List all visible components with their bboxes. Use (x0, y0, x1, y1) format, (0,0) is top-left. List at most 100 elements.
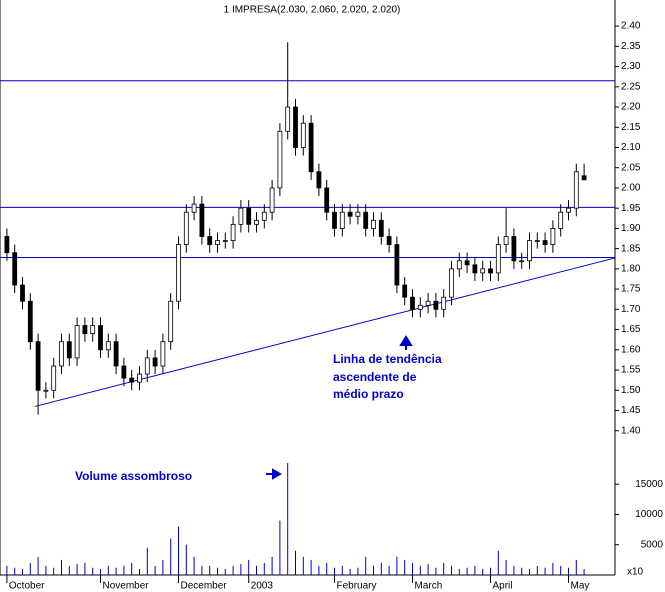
candle-body (488, 268, 493, 274)
y-tick-label: 1.75 (621, 284, 641, 295)
y2-tick-label: 10000 (635, 509, 663, 520)
candle-body (300, 122, 306, 148)
y-tick-label: 1.70 (621, 304, 641, 315)
annotation: ascendente de (333, 370, 417, 384)
candle-body (277, 130, 283, 189)
y-tick-label: 1.90 (621, 223, 641, 234)
candle-body (527, 240, 532, 262)
candle-body (176, 244, 181, 302)
candle-body (339, 211, 345, 229)
candle-body (456, 260, 462, 270)
y-tick-label: 2.25 (621, 81, 641, 92)
candle-body (20, 284, 25, 302)
candle-body (269, 187, 275, 213)
y-tick-label: 1.65 (621, 324, 641, 335)
y-tick-label: 2.40 (621, 21, 641, 32)
candle-body (113, 341, 119, 367)
candle-body (254, 219, 259, 225)
y-tick-label: 2.20 (621, 102, 641, 113)
candle-body (464, 260, 470, 266)
y-tick-label: 2.05 (621, 162, 641, 173)
candle-body (82, 325, 88, 335)
candle-body (332, 211, 337, 229)
y-tick-label: 1.60 (621, 344, 641, 355)
y-tick-label: 1.40 (621, 425, 641, 436)
volume-unit: x10 (627, 567, 644, 578)
y-tick-label: 2.15 (621, 122, 641, 133)
candle-body (519, 260, 525, 263)
y-tick-label: 1.80 (621, 264, 641, 275)
x-tick-label: November (103, 581, 150, 592)
candle-body (402, 284, 408, 298)
x-tick-label: October (9, 581, 45, 592)
y-tick-label: 1.50 (621, 385, 641, 396)
candle-body (386, 236, 392, 245)
y-tick-label: 2.10 (621, 142, 641, 153)
candle-body (542, 240, 548, 245)
x-tick-label: April (493, 581, 513, 592)
candle-body (27, 300, 33, 343)
candle-body (425, 300, 431, 306)
candle-body (144, 357, 150, 375)
x-tick-label: February (337, 581, 377, 592)
candle-body (293, 106, 298, 148)
candle-body (74, 325, 80, 359)
candle-body (441, 296, 447, 310)
chart-title: 1 IMPRESA(2.030, 2.060, 2.020, 2.020) (224, 5, 401, 16)
y-tick-label: 1.45 (621, 405, 641, 416)
arrow-right (266, 468, 283, 480)
candle-body (121, 365, 127, 379)
annotation: Volume assombroso (75, 469, 192, 483)
annotation: médio prazo (333, 387, 404, 401)
candle-body (449, 268, 454, 298)
candle-body (355, 211, 361, 217)
candle-body (59, 341, 64, 367)
y-tick-label: 1.55 (621, 365, 641, 376)
candle-body (324, 187, 330, 213)
candle-body (222, 240, 228, 242)
candle-body (4, 236, 10, 254)
candle-body (308, 122, 314, 173)
candle-body (35, 341, 41, 391)
candle-body (160, 341, 166, 367)
y-tick-label: 2.30 (621, 61, 641, 72)
y-tick-label: 1.95 (621, 203, 641, 214)
candle-body (191, 203, 197, 213)
candle-body (285, 106, 291, 132)
candle-body (433, 300, 439, 310)
y2-tick-label: 15000 (635, 479, 663, 490)
candle-body (261, 211, 267, 221)
candle-body (207, 236, 213, 245)
candle-body (371, 219, 376, 229)
x-tick-label: March (415, 581, 443, 592)
candle-body (43, 389, 49, 392)
candle-body (199, 203, 205, 237)
candle-body (105, 341, 111, 351)
y2-tick-label: 5000 (641, 539, 664, 550)
candle-body (137, 373, 142, 383)
y-tick-label: 1.85 (621, 243, 641, 254)
candle-body (558, 211, 564, 229)
candle-body (66, 341, 72, 359)
candle-body (566, 207, 571, 213)
candle-body (152, 357, 158, 367)
candle-body (550, 228, 556, 245)
candle-body (410, 296, 415, 310)
x-tick-label: December (181, 581, 228, 592)
y-tick-label: 2.00 (621, 183, 641, 194)
candle-body (183, 211, 189, 245)
candle-body (472, 264, 478, 274)
candle-body (12, 252, 18, 286)
candle-body (51, 365, 57, 391)
arrow-up (399, 335, 413, 350)
candle-body (316, 171, 322, 189)
candle-body (573, 171, 579, 209)
candle-body (511, 236, 517, 262)
candle-body (503, 236, 509, 245)
candle-body (246, 207, 252, 225)
annotation: Linha de tendência (333, 352, 442, 366)
candle-body (347, 211, 353, 217)
candle-body (215, 240, 220, 245)
